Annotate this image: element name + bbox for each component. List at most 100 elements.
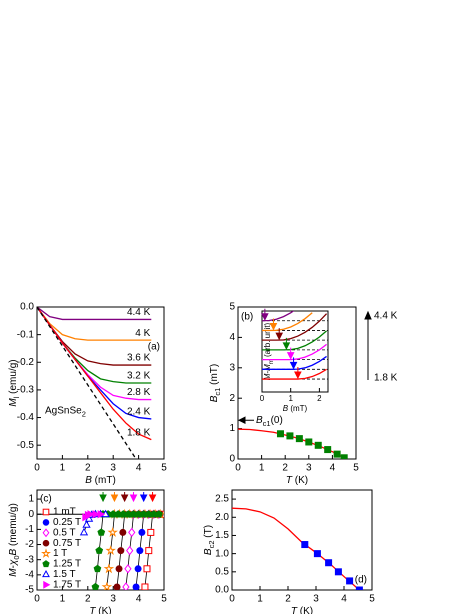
data-point	[325, 559, 333, 567]
tc-arrow	[139, 492, 148, 503]
y-tick-label: -0.1	[17, 329, 35, 340]
label-part: T	[286, 475, 293, 486]
data-point	[126, 545, 134, 556]
series-label: 3.2 K	[127, 371, 151, 382]
data-point	[124, 564, 132, 574]
label-part: (memu/g)	[8, 503, 19, 549]
y-tick-label: -2	[25, 539, 34, 550]
y-axis-label: Bc2 (T)	[203, 525, 217, 555]
data-point	[155, 510, 163, 518]
legend-label: 1.5 T	[53, 569, 76, 580]
label-part: (emu/g)	[8, 359, 19, 396]
data-point	[143, 565, 151, 573]
data-point	[276, 430, 284, 438]
subscript: c2	[207, 540, 216, 548]
data-point	[305, 438, 313, 446]
x-axis-label: B (mT)	[283, 404, 308, 413]
y-tick-label: 2.0	[215, 512, 229, 523]
range-arrow	[364, 310, 372, 380]
x-tick-label: 1	[257, 594, 263, 605]
x-tick-label: 3	[313, 594, 319, 605]
series-label: 1.8 K	[127, 427, 151, 438]
series-line	[37, 307, 137, 459]
data-point	[340, 454, 348, 459]
label-part: (T)	[203, 525, 214, 541]
legend-marker	[42, 570, 50, 578]
data-point	[107, 526, 118, 537]
legend-label: 0.25 T	[53, 517, 81, 528]
x-tick-label: 4	[341, 594, 347, 605]
x-tick-label: 0	[34, 463, 40, 474]
x-tick-label: 4	[136, 594, 142, 605]
inset: 0 1 2 B (mT) M-Mm (arb. unit)	[260, 308, 329, 413]
x-tick-label: 2	[85, 594, 91, 605]
y-tick-label: 5	[229, 302, 235, 313]
legend-label: 0.75 T	[53, 538, 81, 549]
annotation: AgSnSe2	[45, 405, 86, 419]
data-point	[138, 528, 146, 536]
bc1-arrow	[261, 308, 269, 321]
data-point	[95, 546, 104, 554]
subscript: 0	[12, 555, 21, 559]
subscript: c1	[213, 388, 222, 396]
series-line	[262, 330, 327, 351]
data-point	[132, 583, 140, 590]
data-point	[128, 527, 136, 538]
panel: 0 1 2 3 4 510-1-2-3-4-5T (K)M-χ0B (memu/g)(c)…	[8, 489, 167, 614]
y-axis-label: M-Mm (arb. unit)	[263, 322, 274, 380]
data-point	[113, 583, 121, 590]
tc-arrow	[110, 492, 119, 503]
y-axis-label: M-χ0B (memu/g)	[8, 503, 22, 577]
data-point	[145, 547, 153, 555]
y-tick-label: -0.4	[17, 412, 35, 423]
y-tick-label: 3	[229, 362, 235, 373]
x-tick-label: 5	[353, 463, 359, 474]
x-tick-label: 1	[259, 463, 265, 474]
x-tick-label: 3	[110, 594, 116, 605]
x-tick-label: 4	[136, 463, 142, 474]
data-point	[97, 510, 106, 519]
series-line	[262, 368, 327, 380]
bc1-arrow	[294, 367, 302, 380]
label-part: (K)	[292, 475, 308, 486]
panel: 0 1 2 3 4 5 0.0 -0.1 -0.2 -0.3 -0.4 -0.5 B (mT) Ml (e…	[8, 302, 168, 486]
series-line	[37, 307, 152, 321]
annotation: Bc1(0)	[256, 415, 283, 429]
x-tick-label: 3	[306, 463, 312, 474]
series-label: 2.4 K	[127, 407, 151, 418]
x-tick-label: 1	[288, 394, 293, 403]
y-tick-label: 0.0	[20, 302, 34, 313]
bc1-arrow	[282, 337, 291, 350]
data-point	[286, 432, 294, 440]
data-point	[117, 547, 125, 555]
data-point	[97, 528, 106, 536]
x-tick-label: 5	[161, 463, 167, 474]
label-part: (mT)	[288, 404, 307, 413]
data-point	[313, 550, 321, 558]
data-point	[333, 450, 341, 458]
y-tick-label: 0.0	[215, 585, 229, 596]
y-tick-label: 2	[229, 393, 235, 404]
label-part: T	[89, 606, 96, 614]
subscript: 2	[82, 410, 86, 419]
y-tick-label: 1	[229, 423, 235, 434]
data-point	[87, 510, 95, 519]
data-point	[334, 568, 342, 576]
y-tick-label: 1.0	[215, 548, 229, 559]
label-part: M-M	[263, 364, 272, 380]
series-label: 4.4 K	[127, 307, 151, 318]
panel-label: (a)	[148, 342, 160, 353]
plot-area	[238, 428, 348, 459]
x-axis-label: B (mT)	[85, 475, 116, 486]
label-part: M	[8, 568, 19, 577]
label-part: B	[203, 548, 214, 555]
x-tick-label: 2	[317, 394, 322, 403]
label-part: (arb. unit)	[263, 322, 272, 359]
x-axis-label: T (K)	[286, 475, 308, 486]
y-axis-label: Bc1 (mT)	[209, 364, 223, 402]
panel-label: (b)	[241, 312, 253, 323]
range-label-top: 4.4 K	[374, 311, 398, 322]
x-tick-label: 2	[282, 463, 288, 474]
y-tick-label: -0.5	[17, 440, 35, 451]
y-tick-label: -0.2	[17, 357, 35, 368]
